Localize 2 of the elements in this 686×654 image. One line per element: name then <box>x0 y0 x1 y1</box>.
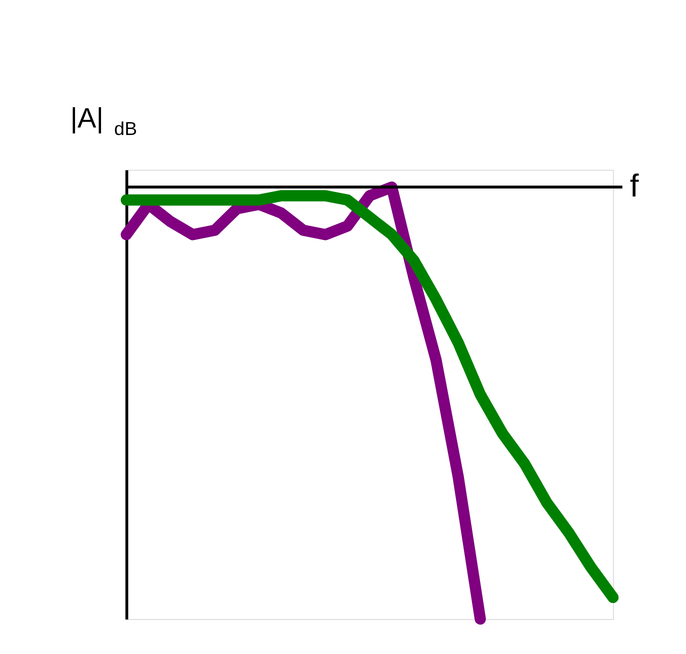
x-axis-title: f <box>630 167 639 204</box>
y-axis-title: |A|dB <box>70 102 138 140</box>
